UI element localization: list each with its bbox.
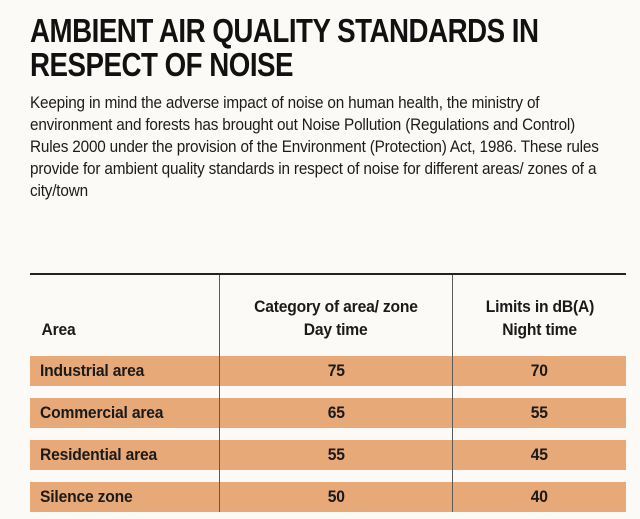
row-day-value: 65 xyxy=(218,398,453,428)
table-row: Silence zone 50 40 xyxy=(30,482,626,512)
row-area: Industrial area xyxy=(30,356,219,386)
row-night-value: 70 xyxy=(452,356,626,386)
header-day-time: Category of area/ zone Day time xyxy=(218,275,453,350)
row-area-label: Residential area xyxy=(40,445,158,464)
table-top-rule xyxy=(30,273,626,275)
table-row: Residential area 55 45 xyxy=(30,440,626,470)
row-night-number: 70 xyxy=(531,361,549,380)
row-day-number: 55 xyxy=(327,445,345,464)
row-night-number: 40 xyxy=(531,487,549,506)
row-night-value: 45 xyxy=(452,440,626,470)
noise-standards-table: Area Category of area/ zone Day time Lim… xyxy=(30,275,626,512)
header-day-line2: Day time xyxy=(304,320,368,339)
row-day-number: 65 xyxy=(327,403,345,422)
row-night-value: 55 xyxy=(452,398,626,428)
header-area-label: Area xyxy=(41,320,76,339)
row-area: Residential area xyxy=(30,440,219,470)
page-title: AMBIENT AIR QUALITY STANDARDS IN RESPECT… xyxy=(30,14,610,82)
row-day-value: 55 xyxy=(218,440,453,470)
header-area: Area xyxy=(30,275,219,350)
row-day-value: 75 xyxy=(218,356,453,386)
row-area: Commercial area xyxy=(30,398,219,428)
row-area-label: Industrial area xyxy=(40,361,145,380)
row-area-label: Commercial area xyxy=(40,403,164,422)
row-night-number: 45 xyxy=(531,445,549,464)
row-day-number: 50 xyxy=(327,487,345,506)
table-header-row: Area Category of area/ zone Day time Lim… xyxy=(30,275,626,350)
row-day-number: 75 xyxy=(327,361,345,380)
header-night-line1: Limits in dB(A) xyxy=(485,297,594,316)
title-line-1: AMBIENT AIR QUALITY STANDARDS IN xyxy=(30,12,539,49)
row-day-value: 50 xyxy=(218,482,453,512)
row-area: Silence zone xyxy=(30,482,219,512)
table-row: Commercial area 65 55 xyxy=(30,398,626,428)
header-night-time: Limits in dB(A) Night time xyxy=(452,275,626,350)
row-night-value: 40 xyxy=(452,482,626,512)
header-day-line1: Category of area/ zone xyxy=(254,297,418,316)
intro-paragraph: Keeping in mind the adverse impact of no… xyxy=(30,93,599,200)
table-row: Industrial area 75 70 xyxy=(30,356,626,386)
header-night-line2: Night time xyxy=(502,320,578,339)
title-line-2: RESPECT OF NOISE xyxy=(30,46,294,83)
row-night-number: 55 xyxy=(531,403,549,422)
row-area-label: Silence zone xyxy=(40,487,133,506)
